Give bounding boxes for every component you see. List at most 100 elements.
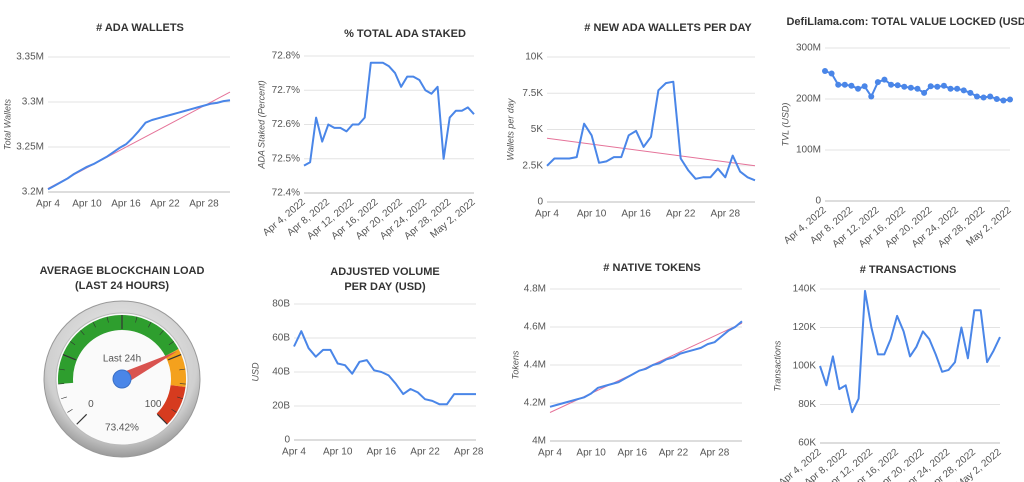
- point: [868, 93, 875, 100]
- gauge-tick: [67, 409, 73, 413]
- y-tick-label: 72.8%: [272, 51, 300, 62]
- x-tick-label: Apr 16: [618, 448, 648, 459]
- point: [973, 93, 980, 100]
- gauge-tick: [92, 321, 96, 328]
- chart-title: # NEW ADA WALLETS PER DAY: [584, 22, 752, 34]
- x-tick-label: Apr 16: [111, 199, 141, 210]
- y-tick-label: 60B: [272, 333, 290, 344]
- y-tick-label: 72.4%: [272, 188, 300, 199]
- y-tick-label: 4.4M: [524, 360, 546, 371]
- point: [960, 87, 967, 94]
- y-tick-label: 2.5K: [522, 160, 543, 171]
- gauge-tick: [106, 316, 109, 323]
- point: [921, 89, 928, 96]
- point: [828, 70, 835, 77]
- point: [987, 93, 994, 100]
- line-series: [303, 61, 475, 167]
- point: [901, 83, 908, 90]
- gauge-tick: [171, 409, 177, 413]
- y-tick-label: 3.35M: [16, 52, 44, 63]
- point: [841, 81, 848, 88]
- gauge-max: 100: [145, 399, 162, 410]
- x-tick-label: Apr 4: [538, 448, 562, 459]
- y-tick-label: 60K: [798, 438, 816, 449]
- y-tick-label: 100K: [793, 361, 817, 372]
- gauge-needle: [119, 351, 178, 385]
- point: [861, 83, 868, 90]
- gauge-band: [156, 385, 186, 425]
- point: [848, 82, 855, 89]
- point: [907, 84, 914, 91]
- gauge-tick: [167, 353, 182, 361]
- point: [947, 85, 954, 92]
- point: [967, 89, 974, 96]
- y-tick-label: 80K: [798, 399, 816, 410]
- y-axis-title: Transactions: [772, 340, 782, 391]
- y-axis-title: TVL (USD): [780, 103, 790, 147]
- gauge-tick: [177, 396, 183, 400]
- y-tick-label: 10K: [525, 52, 543, 63]
- y-axis-title: Total Wallets: [2, 98, 12, 150]
- point: [822, 67, 828, 74]
- line-series: [293, 330, 476, 406]
- y-tick-label: 72.6%: [272, 119, 300, 130]
- x-tick-label: Apr 28: [189, 199, 219, 210]
- y-tick-label: 100M: [796, 145, 821, 156]
- x-tick-label: Apr 22: [410, 447, 440, 458]
- chart-title: ADJUSTED VOLUME: [330, 266, 439, 278]
- y-tick-label: 72.7%: [272, 85, 300, 96]
- gauge-tick: [156, 413, 168, 425]
- y-tick-label: 72.5%: [272, 153, 300, 164]
- gauge-tick: [168, 341, 174, 346]
- chart-title: % TOTAL ADA STAKED: [344, 28, 466, 40]
- point: [1000, 97, 1007, 104]
- y-tick-label: 300M: [796, 43, 821, 54]
- y-tick-label: 4.8M: [524, 284, 546, 295]
- y-tick-label: 200M: [796, 94, 821, 105]
- point: [855, 85, 862, 92]
- x-tick-label: Apr 28: [700, 448, 730, 459]
- y-tick-label: 7.5K: [522, 88, 543, 99]
- x-tick-label: Apr 10: [72, 199, 102, 210]
- x-tick-label: Apr 4: [36, 199, 60, 210]
- point: [835, 81, 842, 88]
- point: [993, 96, 1000, 102]
- gauge-tick: [62, 353, 77, 361]
- x-tick-label: Apr 10: [576, 448, 606, 459]
- line-series: [549, 320, 743, 408]
- gauge-hub: [112, 369, 132, 389]
- x-tick-label: Apr 10: [577, 209, 607, 220]
- y-axis-title: Wallets per day: [505, 98, 515, 160]
- gauge-value: 73.42%: [105, 423, 139, 434]
- y-tick-label: 40B: [272, 367, 290, 378]
- point: [914, 85, 921, 92]
- y-tick-label: 0: [537, 197, 543, 208]
- chart-title: PER DAY (USD): [344, 281, 426, 293]
- point: [874, 79, 881, 86]
- line-series: [47, 99, 231, 191]
- y-tick-label: 4.6M: [524, 322, 546, 333]
- x-tick-label: Apr 16: [621, 209, 651, 220]
- y-tick-label: 0: [815, 196, 821, 207]
- gauge-tick: [80, 330, 85, 336]
- x-tick-label: Apr 4: [282, 447, 306, 458]
- gauge-tick: [135, 316, 138, 323]
- gauge-tick: [179, 368, 186, 371]
- point: [1007, 96, 1013, 103]
- y-tick-label: 3.25M: [16, 142, 44, 153]
- y-tick-label: 4.2M: [524, 398, 546, 409]
- x-tick-label: Apr 28: [454, 447, 484, 458]
- gauge-tick: [58, 368, 65, 371]
- y-tick-label: 80B: [272, 299, 290, 310]
- gauge-tick: [159, 330, 164, 336]
- chart-title: # NATIVE TOKENS: [603, 262, 700, 274]
- y-tick-label: 3.2M: [22, 187, 44, 198]
- y-tick-label: 140K: [793, 284, 817, 295]
- point: [881, 76, 888, 83]
- x-tick-label: Apr 16: [367, 447, 397, 458]
- point: [954, 85, 961, 92]
- chart-title: AVERAGE BLOCKCHAIN LOAD: [40, 265, 205, 277]
- chart-title: # TRANSACTIONS: [860, 264, 957, 276]
- gauge-tick: [61, 396, 67, 400]
